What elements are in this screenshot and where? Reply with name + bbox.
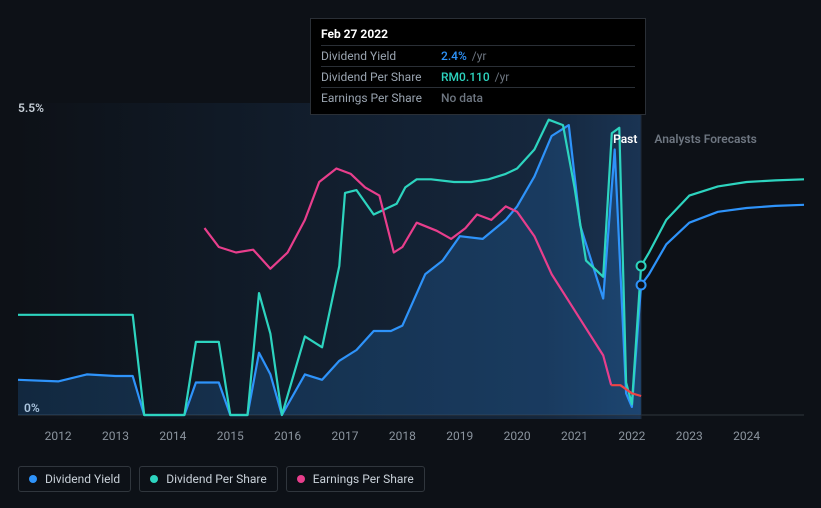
legend-label: Dividend Yield xyxy=(45,472,120,486)
legend-dot-icon xyxy=(297,475,305,483)
legend-item[interactable]: Earnings Per Share xyxy=(286,466,425,492)
line-chart: 5.5% 0% 20122013201420152016201720182019… xyxy=(18,103,804,419)
tooltip-row: Dividend Yield2.4% /yr xyxy=(321,45,635,66)
chart-container: Feb 27 2022 Dividend Yield2.4% /yrDivide… xyxy=(0,0,821,508)
chart-tooltip: Feb 27 2022 Dividend Yield2.4% /yrDivide… xyxy=(310,18,646,115)
tooltip-row: Dividend Per ShareRM0.110 /yr xyxy=(321,66,635,87)
x-axis-tick: 2019 xyxy=(446,429,473,443)
x-axis-tick: 2023 xyxy=(676,429,703,443)
tooltip-row-label: Earnings Per Share xyxy=(321,91,441,105)
x-axis-tick: 2018 xyxy=(389,429,416,443)
split-labels: Past Analysts Forecasts xyxy=(613,132,757,146)
series-forecast-line xyxy=(641,205,804,285)
legend-dot-icon xyxy=(150,475,158,483)
legend-label: Dividend Per Share xyxy=(166,472,267,486)
x-axis-tick: 2014 xyxy=(159,429,186,443)
x-axis-tick: 2022 xyxy=(618,429,645,443)
x-axis-tick: 2012 xyxy=(45,429,72,443)
legend-label: Earnings Per Share xyxy=(313,472,414,486)
series-marker xyxy=(637,280,646,289)
chart-svg xyxy=(18,103,804,419)
forecast-label: Analysts Forecasts xyxy=(654,132,756,146)
series-marker xyxy=(637,262,646,271)
legend: Dividend Yield Dividend Per Share Earnings… xyxy=(18,466,425,492)
x-axis-labels: 2012 2013 2014 2015 2016 2017 2018 2019 2020 2021… xyxy=(18,429,804,445)
legend-item[interactable]: Dividend Per Share xyxy=(139,466,278,492)
tooltip-row-label: Dividend Per Share xyxy=(321,70,441,84)
legend-item[interactable]: Dividend Yield xyxy=(18,466,131,492)
tooltip-row: Earnings Per ShareNo data xyxy=(321,87,635,108)
legend-dot-icon xyxy=(29,475,37,483)
x-axis-tick: 2017 xyxy=(332,429,359,443)
x-axis-tick: 2020 xyxy=(504,429,531,443)
x-axis-tick: 2024 xyxy=(733,429,760,443)
tooltip-date: Feb 27 2022 xyxy=(321,27,635,41)
x-axis-tick: 2016 xyxy=(274,429,301,443)
tooltip-row-value: No data xyxy=(441,91,483,105)
x-axis-tick: 2013 xyxy=(102,429,129,443)
tooltip-row-value: RM0.110 /yr xyxy=(441,70,509,84)
tooltip-row-label: Dividend Yield xyxy=(321,49,441,63)
series-forecast-line xyxy=(641,179,804,266)
past-label: Past xyxy=(613,132,637,146)
tooltip-row-value: 2.4% /yr xyxy=(441,49,486,63)
x-axis-tick: 2015 xyxy=(217,429,244,443)
x-axis-tick: 2021 xyxy=(561,429,588,443)
